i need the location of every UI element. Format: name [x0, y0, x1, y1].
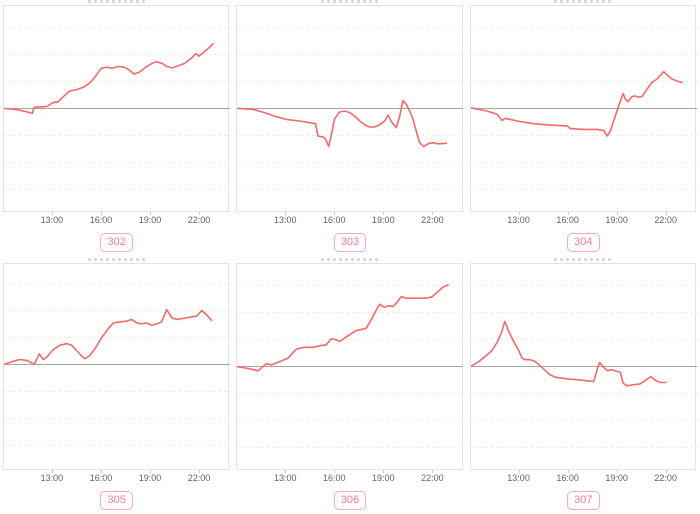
x-axis: 13:00 16:00 19:00 22:00 — [470, 212, 696, 226]
x-axis-tick-label: 13:00 — [40, 215, 64, 225]
x-axis-tick-label: 19:00 — [372, 473, 395, 483]
clipped-chart-title — [87, 258, 146, 261]
line-chart-canvas — [470, 27, 697, 190]
badge-row: 302 — [0, 232, 233, 252]
line-chart-canvas — [470, 285, 697, 448]
x-axis-tick-label: 19:00 — [138, 473, 162, 483]
x-axis-tick-mark — [285, 212, 287, 215]
x-axis-tick-mark — [383, 470, 385, 473]
chart-cell-306: 13:00 16:00 19:00 22:00 306 — [233, 258, 466, 514]
clipped-chart-title — [554, 258, 613, 261]
x-axis-tick-mark — [100, 470, 102, 473]
x-axis-tick-label: 22:00 — [421, 215, 444, 225]
x-axis-tick-mark — [199, 212, 201, 215]
series-line — [4, 308, 213, 366]
chart-cell-305: 13:00 16:00 19:00 22:00 305 — [0, 258, 233, 514]
x-axis-tick-mark — [665, 470, 667, 473]
x-axis-tick-mark — [432, 212, 434, 215]
x-axis-tick-mark — [567, 470, 569, 473]
x-axis-tick-mark — [149, 212, 151, 215]
series-line — [4, 43, 214, 115]
x-axis-tick-label: 22:00 — [421, 473, 444, 483]
x-axis-tick-mark — [665, 212, 667, 215]
chart-panel-303[interactable] — [236, 5, 464, 212]
line-chart-canvas — [4, 27, 230, 190]
x-axis-tick-mark — [616, 470, 618, 473]
chart-id-badge[interactable]: 303 — [333, 233, 367, 252]
chart-id-badge[interactable]: 302 — [100, 233, 133, 252]
x-axis-tick-mark — [51, 470, 53, 473]
chart-panel-305[interactable] — [3, 263, 230, 470]
chart-panel-306[interactable] — [236, 263, 464, 470]
x-axis: 13:00 16:00 19:00 22:00 — [470, 470, 696, 484]
x-axis-tick-label: 19:00 — [138, 215, 162, 225]
chart-cell-303: 13:00 16:00 19:00 22:00 303 — [233, 0, 466, 258]
line-chart-canvas — [237, 284, 464, 448]
chart-panel-304[interactable] — [469, 5, 697, 212]
series-line — [237, 284, 450, 372]
chart-id-badge[interactable]: 307 — [567, 491, 600, 510]
x-axis-tick-mark — [285, 470, 287, 473]
x-axis-tick-label: 13:00 — [507, 473, 530, 483]
badge-row: 303 — [233, 232, 466, 252]
x-axis-tick-mark — [567, 212, 569, 215]
line-chart-canvas — [237, 27, 464, 190]
chart-id-badge[interactable]: 306 — [333, 491, 367, 510]
x-axis-tick-label: 13:00 — [40, 473, 64, 483]
clipped-chart-title — [554, 0, 613, 3]
x-axis-tick-label: 22:00 — [187, 473, 211, 483]
x-axis-tick-label: 13:00 — [273, 215, 297, 225]
x-axis-tick-mark — [149, 470, 151, 473]
x-axis-tick-mark — [432, 470, 434, 473]
x-axis-tick-label: 19:00 — [605, 473, 628, 483]
x-axis-tick-mark — [383, 212, 385, 215]
x-axis-tick-mark — [518, 470, 520, 473]
x-axis: 13:00 16:00 19:00 22:00 — [236, 212, 462, 226]
x-axis-tick-mark — [334, 470, 336, 473]
clipped-chart-title — [87, 0, 146, 3]
x-axis-tick-label: 22:00 — [654, 473, 677, 483]
x-axis-tick-mark — [100, 212, 102, 215]
chart-cell-304: 13:00 16:00 19:00 22:00 304 — [467, 0, 700, 258]
x-axis-tick-label: 13:00 — [273, 473, 297, 483]
series-line — [470, 70, 683, 137]
x-axis-tick-mark — [199, 470, 201, 473]
x-axis-tick-mark — [51, 212, 53, 215]
badge-row: 304 — [467, 232, 700, 252]
x-axis-tick-label: 19:00 — [372, 215, 395, 225]
chart-panel-307[interactable] — [469, 263, 697, 470]
chart-panel-302[interactable] — [3, 5, 230, 212]
clipped-chart-title — [320, 0, 379, 3]
series-line — [237, 99, 448, 148]
x-axis-tick-label: 22:00 — [187, 215, 211, 225]
badge-row: 307 — [467, 490, 700, 510]
x-axis-tick-label: 16:00 — [323, 215, 346, 225]
clipped-chart-title — [320, 258, 379, 261]
x-axis-tick-label: 16:00 — [89, 473, 113, 483]
x-axis-tick-mark — [334, 212, 336, 215]
series-line — [470, 320, 667, 387]
x-axis-tick-label: 19:00 — [605, 215, 628, 225]
x-axis-tick-label: 22:00 — [654, 215, 677, 225]
x-axis-tick-label: 16:00 — [89, 215, 113, 225]
x-axis-tick-label: 16:00 — [556, 473, 579, 483]
x-axis-tick-label: 13:00 — [507, 215, 530, 225]
chart-cell-302: 13:00 16:00 19:00 22:00 302 — [0, 0, 233, 258]
x-axis: 13:00 16:00 19:00 22:00 — [236, 470, 462, 484]
chart-id-badge[interactable]: 305 — [100, 491, 133, 510]
badge-row: 306 — [233, 490, 466, 510]
x-axis-tick-mark — [616, 212, 618, 215]
chart-cell-307: 13:00 16:00 19:00 22:00 307 — [467, 258, 700, 514]
x-axis-tick-label: 16:00 — [556, 215, 579, 225]
chart-id-badge[interactable]: 304 — [567, 233, 600, 252]
badge-row: 305 — [0, 490, 233, 510]
line-chart-canvas — [4, 282, 230, 446]
x-axis: 13:00 16:00 19:00 22:00 — [3, 212, 229, 226]
x-axis: 13:00 16:00 19:00 22:00 — [3, 470, 229, 484]
x-axis-tick-label: 16:00 — [323, 473, 346, 483]
x-axis-tick-mark — [518, 212, 520, 215]
